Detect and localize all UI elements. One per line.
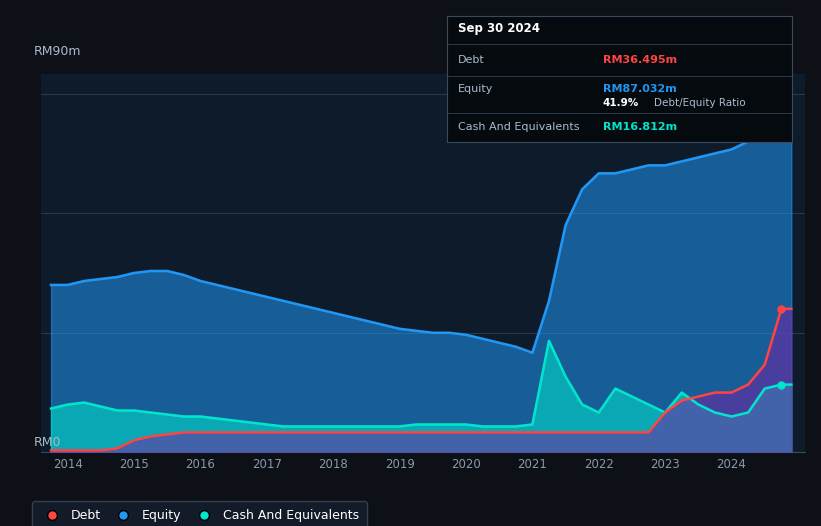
Text: Equity: Equity xyxy=(458,84,493,94)
Text: Sep 30 2024: Sep 30 2024 xyxy=(458,22,539,35)
Text: Debt: Debt xyxy=(458,55,484,65)
Text: RM36.495m: RM36.495m xyxy=(603,55,677,65)
Text: Cash And Equivalents: Cash And Equivalents xyxy=(458,122,580,132)
Text: Debt/Equity Ratio: Debt/Equity Ratio xyxy=(654,98,746,108)
Text: RM0: RM0 xyxy=(34,436,61,449)
Text: RM16.812m: RM16.812m xyxy=(603,122,677,132)
Text: RM87.032m: RM87.032m xyxy=(603,84,677,94)
Text: RM90m: RM90m xyxy=(34,45,81,58)
Text: 41.9%: 41.9% xyxy=(603,98,639,108)
Legend: Debt, Equity, Cash And Equivalents: Debt, Equity, Cash And Equivalents xyxy=(32,501,366,526)
